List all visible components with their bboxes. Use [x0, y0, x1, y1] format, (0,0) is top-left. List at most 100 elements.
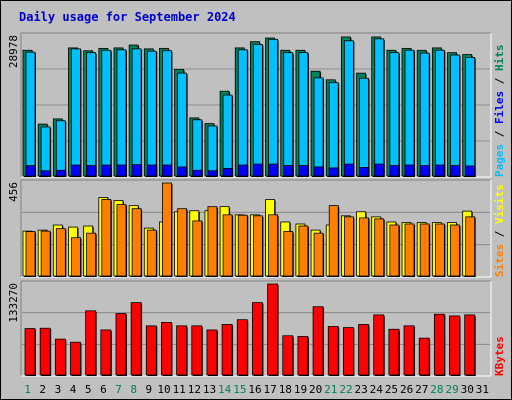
- files-bar-18: [283, 52, 294, 177]
- legend-middle-separator: /: [493, 224, 506, 244]
- sites-bar-14: [222, 214, 233, 277]
- kbytes-bar-12: [191, 325, 203, 376]
- pages-bar-10: [162, 164, 172, 177]
- x-tick-label-30: 30: [461, 383, 474, 396]
- pages-bar-18: [283, 165, 294, 177]
- files-bar-2: [40, 126, 51, 177]
- sites-bar-26: [404, 223, 415, 277]
- sites-bar-19: [298, 225, 309, 277]
- x-tick-label-10: 10: [157, 383, 170, 396]
- files-bar-1: [25, 51, 36, 177]
- kbytes-bar-29: [449, 315, 460, 376]
- pages-bar-14: [222, 167, 233, 177]
- kbytes-bar-5: [85, 310, 97, 376]
- x-tick-label-6: 6: [100, 383, 107, 396]
- x-tick-label-24: 24: [370, 383, 384, 396]
- pages-bar-21: [328, 167, 339, 177]
- legend-bottom: KBytes: [493, 336, 506, 376]
- kbytes-bar-30: [464, 314, 476, 376]
- sites-bar-4: [71, 237, 81, 277]
- sites-bar-18: [283, 231, 294, 277]
- files-bar-15: [237, 49, 248, 177]
- x-tick-label-12: 12: [188, 383, 201, 396]
- legend-kbytes: KBytes: [493, 336, 506, 376]
- files-bar-8: [131, 48, 142, 177]
- legend-top: Pages / Files / Hits: [493, 45, 506, 178]
- kbytes-bar-9: [145, 325, 157, 376]
- sites-bar-25: [389, 224, 400, 277]
- sites-bar-8: [131, 208, 142, 277]
- sites-bar-5: [86, 232, 97, 277]
- kbytes-bar-19: [297, 336, 309, 376]
- files-bar-25: [389, 52, 400, 177]
- x-tick-label-14: 14: [218, 383, 232, 396]
- pages-bar-17: [268, 163, 278, 177]
- pages-bar-15: [237, 164, 248, 177]
- files-bar-5: [86, 52, 97, 177]
- kbytes-bar-21: [327, 326, 339, 376]
- files-bar-26: [404, 49, 415, 177]
- x-tick-label-22: 22: [339, 383, 352, 396]
- pages-bar-25: [389, 165, 400, 177]
- sites-bar-15: [237, 214, 248, 277]
- files-bar-28: [434, 49, 445, 177]
- sites-bar-12: [192, 220, 203, 277]
- kbytes-bar-28: [433, 313, 445, 376]
- kbytes-bar-27: [418, 337, 430, 376]
- pages-bar-23: [359, 167, 369, 177]
- legend-sites: Sites: [493, 244, 506, 277]
- x-tick-label-29: 29: [445, 383, 458, 396]
- sites-bar-22: [343, 216, 354, 277]
- x-tick-label-13: 13: [203, 383, 216, 396]
- x-tick-label-25: 25: [385, 383, 398, 396]
- pages-bar-8: [131, 164, 142, 177]
- x-tick-label-16: 16: [248, 383, 261, 396]
- pages-bar-9: [146, 164, 157, 177]
- kbytes-bar-26: [403, 325, 415, 376]
- files-bar-21: [328, 82, 339, 177]
- y-max-label-visits: 456: [7, 182, 20, 202]
- pages-bar-13: [207, 170, 218, 177]
- kbytes-bar-20: [312, 306, 324, 376]
- files-bar-20: [313, 77, 324, 177]
- pages-bar-29: [450, 165, 460, 177]
- kbytes-bar-16: [252, 302, 263, 376]
- x-tick-label-28: 28: [430, 383, 443, 396]
- chart-title: Daily usage for September 2024: [19, 10, 236, 24]
- sites-bar-2: [40, 230, 51, 277]
- sites-bar-10: [162, 182, 172, 277]
- y-max-label-hits: 28978: [7, 35, 20, 68]
- kbytes-bar-3: [54, 338, 66, 376]
- files-bar-12: [192, 119, 203, 177]
- files-bar-7: [116, 49, 127, 177]
- x-tick-label-5: 5: [85, 383, 92, 396]
- pages-bar-26: [404, 164, 415, 177]
- files-bar-3: [55, 120, 66, 177]
- legend-top-separator: /: [493, 71, 506, 91]
- sites-bar-21: [328, 205, 339, 277]
- sites-bar-11: [177, 208, 188, 277]
- pages-bar-19: [298, 165, 309, 177]
- sites-bar-9: [146, 229, 157, 277]
- kbytes-bar-7: [115, 313, 127, 376]
- sites-bar-1: [25, 231, 36, 277]
- sites-bar-27: [419, 223, 430, 277]
- sites-bar-16: [253, 215, 263, 277]
- kbytes-bar-17: [267, 283, 278, 376]
- files-bar-23: [359, 77, 369, 177]
- legend-files: Files: [493, 91, 506, 124]
- kbytes-bar-6: [100, 329, 112, 376]
- x-tick-label-15: 15: [233, 383, 246, 396]
- x-tick-label-31: 31: [476, 383, 489, 396]
- kbytes-bar-14: [221, 324, 233, 376]
- x-tick-label-7: 7: [115, 383, 122, 396]
- sites-bar-3: [55, 228, 66, 277]
- pages-bar-20: [313, 166, 324, 177]
- files-bar-24: [374, 38, 385, 177]
- sites-bar-23: [359, 217, 369, 277]
- kbytes-bar-11: [176, 325, 188, 376]
- sites-bar-28: [434, 223, 445, 277]
- sites-bar-7: [116, 204, 127, 277]
- pages-bar-12: [192, 169, 203, 177]
